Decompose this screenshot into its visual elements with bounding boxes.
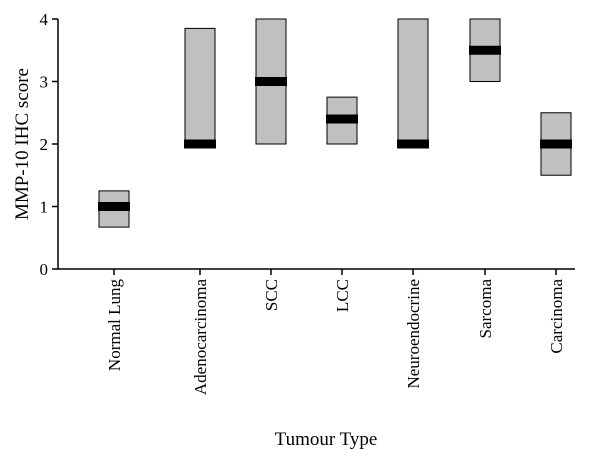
x-tick-label: SCC (262, 279, 281, 311)
x-tick-label: Carcinoma (547, 279, 566, 354)
y-tick-label: 4 (40, 10, 49, 29)
box (397, 18, 429, 145)
y-axis-label: MMP-10 IHC score (12, 68, 33, 220)
median-bar (255, 77, 287, 86)
x-tick-label: Neuroendocrine (404, 279, 423, 389)
x-tick-label: Adenocarcinoma (191, 279, 210, 396)
plot-area (98, 18, 572, 228)
y-tick-label: 1 (40, 198, 49, 217)
y-tick-label: 3 (40, 73, 49, 92)
x-tick-label: Normal Lung (105, 279, 124, 372)
x-tick-label: LCC (333, 279, 352, 312)
box (184, 27, 216, 145)
x-ticks: Normal Lung Adenocarcinoma SCC LCC Neuroendo… (105, 269, 566, 395)
median-bar (326, 114, 358, 124)
median-bar (184, 139, 216, 149)
median-bar (397, 139, 429, 149)
median-bar (98, 202, 130, 211)
y-ticks: 0 1 2 3 4 (40, 10, 58, 279)
y-tick-label: 2 (40, 135, 49, 154)
median-bar (469, 45, 501, 55)
median-bar (540, 139, 572, 149)
x-axis-label: Tumour Type (275, 429, 378, 450)
y-tick-label: 0 (40, 260, 49, 279)
x-tick-label: Sarcoma (476, 279, 495, 339)
